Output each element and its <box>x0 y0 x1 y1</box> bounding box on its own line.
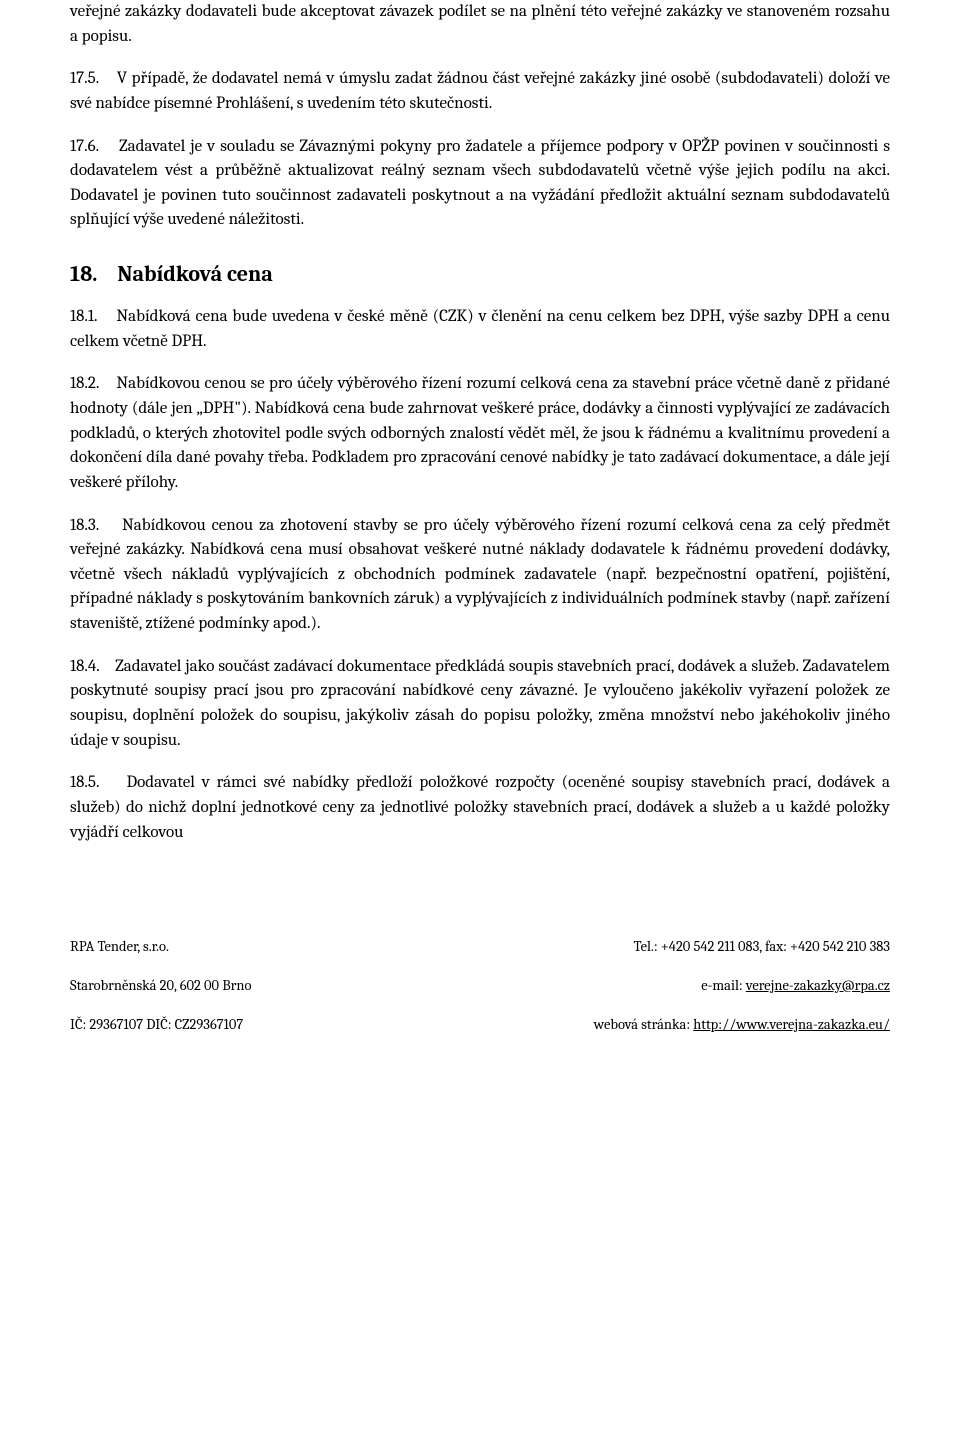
paragraph-text: veřejné zakázky dodavateli bude akceptov… <box>70 2 890 46</box>
paragraph-text: V případě, že dodavatel nemá v úmyslu za… <box>70 69 890 113</box>
paragraph-number: 18.3. <box>70 516 99 535</box>
paragraph-number: 18.2. <box>70 374 99 393</box>
paragraph-text: Zadavatel je v souladu se Závaznými poky… <box>70 137 890 230</box>
section-number: 18. <box>70 259 97 291</box>
paragraph-number: 18.4. <box>70 657 99 676</box>
footer-address: Starobrněnská 20, 602 00 Brno <box>70 977 251 994</box>
footer-email-label: e-mail: <box>701 977 746 994</box>
paragraph-text: Nabídkovou cenou za zhotovení stavby se … <box>70 516 890 634</box>
paragraph-number: 17.5. <box>70 69 99 88</box>
footer-email-link[interactable]: verejne-zakazky@rpa.cz <box>746 977 890 994</box>
footer-left: RPA Tender, s.r.o. Starobrněnská 20, 602… <box>70 917 251 1034</box>
paragraph-text: Nabídkovou cenou se pro účely výběrového… <box>70 374 890 492</box>
paragraph-text: Dodavatel v rámci své nabídky předloží p… <box>70 773 890 841</box>
footer-right: Tel.: +420 542 211 083, fax: +420 542 21… <box>594 917 890 1034</box>
paragraph-17-6: 17.6. Zadavatel je v souladu se Závazným… <box>70 135 890 234</box>
paragraph-18-4: 18.4. Zadavatel jako součást zadávací do… <box>70 655 890 754</box>
paragraph-continuation: veřejné zakázky dodavateli bude akceptov… <box>70 0 890 49</box>
footer-company: RPA Tender, s.r.o. <box>70 938 169 955</box>
paragraph-number: 17.6. <box>70 137 99 156</box>
paragraph-18-1: 18.1. Nabídková cena bude uvedena v česk… <box>70 305 890 354</box>
footer-web-label: webová stránka: <box>594 1016 693 1033</box>
paragraph-18-2: 18.2. Nabídkovou cenou se pro účely výbě… <box>70 372 890 495</box>
footer-web-link[interactable]: http://www.verejna-zakazka.eu/ <box>693 1016 890 1033</box>
paragraph-18-5: 18.5. Dodavatel v rámci své nabídky před… <box>70 771 890 845</box>
footer-ids: IČ: 29367107 DIČ: CZ29367107 <box>70 1016 243 1033</box>
footer: RPA Tender, s.r.o. Starobrněnská 20, 602… <box>70 917 890 1034</box>
paragraph-number: 18.1. <box>70 307 97 326</box>
section-heading-18: 18. Nabídková cena <box>70 259 890 291</box>
section-title: Nabídková cena <box>117 261 272 287</box>
paragraph-number: 18.5. <box>70 773 99 792</box>
page: veřejné zakázky dodavateli bude akceptov… <box>0 0 960 1065</box>
paragraph-text: Nabídková cena bude uvedena v české měně… <box>70 307 890 351</box>
paragraph-text: Zadavatel jako součást zadávací dokument… <box>70 657 890 750</box>
footer-phone-fax: Tel.: +420 542 211 083, fax: +420 542 21… <box>634 938 890 955</box>
paragraph-18-3: 18.3. Nabídkovou cenou za zhotovení stav… <box>70 514 890 637</box>
paragraph-17-5: 17.5. V případě, že dodavatel nemá v úmy… <box>70 67 890 116</box>
